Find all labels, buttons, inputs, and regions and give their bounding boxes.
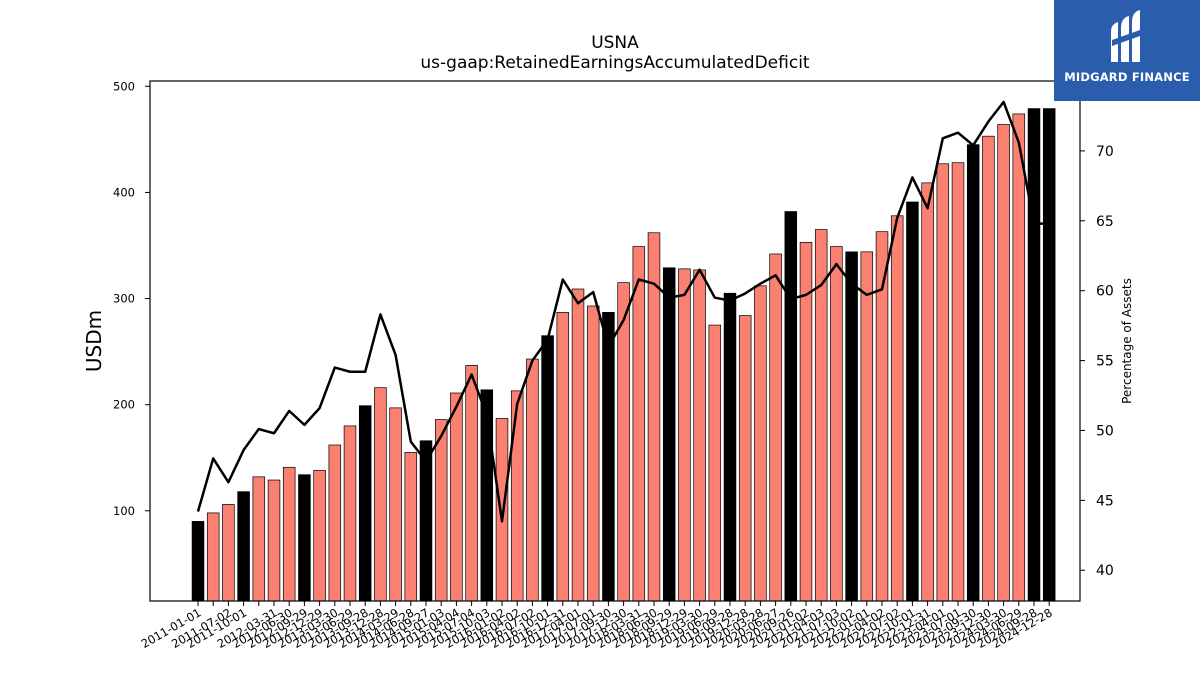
bar [890, 215, 904, 602]
bar [754, 285, 767, 602]
bar [602, 312, 615, 602]
bar [982, 135, 995, 602]
bar [450, 392, 463, 602]
bar [237, 491, 250, 602]
bar [404, 452, 418, 602]
bar [784, 211, 798, 602]
bar [586, 305, 600, 602]
brand-name: MIDGARD FINANCE [1064, 70, 1190, 84]
y-right-tick-label: 45 [1096, 493, 1114, 509]
bar [465, 365, 478, 602]
y-left-tick-label: 500 [113, 79, 135, 93]
y-axis-left: 100 200 300 400 500 [113, 79, 150, 518]
bar [617, 282, 630, 602]
bar [693, 269, 706, 602]
bar-series [191, 108, 1056, 602]
bar [571, 288, 585, 602]
bar [738, 315, 752, 602]
y-axis-left-label: USDm [82, 310, 106, 372]
y-right-tick-label: 65 [1096, 214, 1114, 230]
chart-title: USNA [591, 33, 639, 53]
bar [769, 253, 782, 602]
logo-mark-icon [1111, 10, 1140, 62]
plot-frame [149, 80, 1081, 602]
bar [632, 246, 646, 602]
bar [860, 251, 874, 602]
y-left-tick-label: 100 [113, 504, 135, 518]
bar [343, 425, 357, 602]
y-right-tick-label: 50 [1096, 423, 1114, 439]
bar [434, 419, 448, 602]
bar [541, 335, 554, 602]
bar [282, 466, 296, 602]
bar [906, 201, 919, 602]
y-right-tick-label: 40 [1096, 563, 1114, 579]
bar [389, 407, 402, 602]
bar [206, 512, 220, 602]
bar [845, 251, 858, 602]
bar [1027, 108, 1041, 602]
bar [495, 418, 509, 602]
percentage-line [196, 100, 1050, 523]
bar [921, 182, 934, 602]
bar [526, 358, 539, 602]
bar [374, 387, 387, 602]
bar [723, 292, 737, 602]
bar [678, 268, 691, 602]
y-left-tick-label: 300 [113, 292, 135, 306]
bar [328, 444, 342, 602]
bar [298, 474, 311, 602]
bar [358, 405, 372, 602]
bar [419, 440, 433, 602]
bar [191, 521, 205, 602]
bar [1042, 108, 1056, 602]
bar [662, 267, 676, 602]
bar [936, 163, 950, 602]
bar [830, 246, 843, 602]
y-right-tick-label: 55 [1096, 354, 1114, 370]
bar [966, 144, 980, 602]
y-right-tick-label: 70 [1096, 144, 1114, 160]
y-right-tick-label: 60 [1096, 284, 1114, 300]
brand-logo: MIDGARD FINANCE [1054, 0, 1200, 101]
y-left-tick-label: 200 [113, 398, 135, 412]
bar [997, 124, 1010, 602]
x-axis: 2011-01-012011-07-022011-10-012012-03-31… [139, 601, 1055, 651]
chart-subtitle: us-gaap:RetainedEarningsAccumulatedDefic… [420, 53, 810, 73]
bar [252, 476, 266, 602]
y-axis-right: 40 45 50 55 60 65 70 [1080, 144, 1114, 579]
bar [1012, 113, 1026, 602]
bar [556, 312, 570, 602]
bar [708, 324, 722, 602]
bar [267, 479, 281, 602]
y-left-tick-label: 400 [113, 185, 135, 199]
y-axis-right-label: Percentage of Assets [1120, 278, 1134, 404]
bar [222, 504, 235, 602]
bar [313, 470, 326, 602]
bar [510, 390, 524, 602]
bar [951, 162, 965, 602]
